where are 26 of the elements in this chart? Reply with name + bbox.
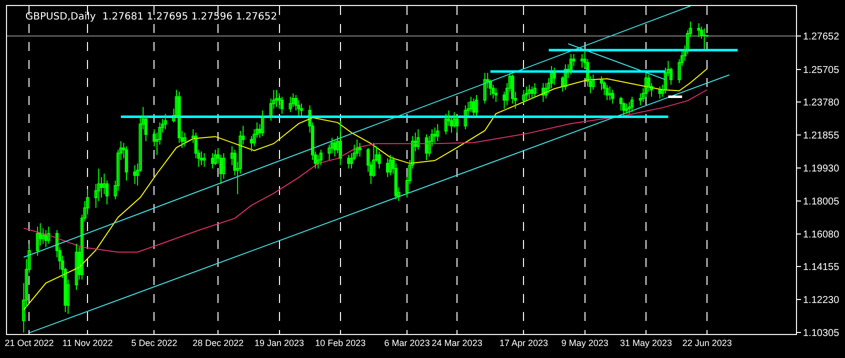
y-tick-label: 1.21855 <box>803 130 840 142</box>
y-tick-label: 1.16080 <box>803 229 840 240</box>
x-tick-label: 19 Jan 2023 <box>254 338 304 348</box>
x-tick-label: 10 Feb 2023 <box>315 338 366 348</box>
x-tick-label: 6 Mar 2023 <box>384 338 430 348</box>
x-tick-label: 28 Dec 2022 <box>192 338 244 348</box>
y-tick-label: 1.27652 <box>803 32 840 43</box>
text: GBPUSD,Daily 1.27681 1.27695 1.27596 1.27652 <box>25 12 278 23</box>
x-tick-label: 9 May 2023 <box>561 338 608 348</box>
line-series <box>23 89 708 253</box>
x-tick-label: 17 Apr 2023 <box>499 338 548 348</box>
x-tick-label: 22 Jun 2023 <box>682 338 732 348</box>
candlestick <box>358 142 362 158</box>
x-tick-label: 31 May 2023 <box>620 338 672 348</box>
x-tick-label: 11 Nov 2022 <box>62 338 113 348</box>
y-tick-label: 1.10305 <box>803 328 840 340</box>
x-tick-label: 5 Dec 2022 <box>131 338 178 348</box>
y-tick-label: 1.23780 <box>803 98 840 109</box>
y-tick-label: 1.18005 <box>803 196 840 208</box>
x-tick-label: 21 Oct 2022 <box>4 338 54 348</box>
x-tick-label: 24 Mar 2023 <box>432 338 482 348</box>
y-tick-label: 1.25705 <box>803 64 840 76</box>
y-tick-label: 1.14155 <box>803 262 840 274</box>
y-tick-label: 1.12230 <box>803 295 840 306</box>
y-tick-label: 1.19930 <box>803 164 840 175</box>
candlestick <box>702 28 706 50</box>
